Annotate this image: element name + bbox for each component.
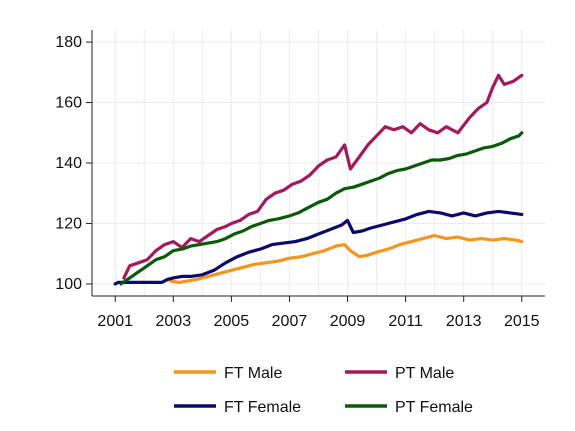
series-line-ft-male (168, 233, 524, 284)
series-lines (113, 73, 524, 286)
series-line-pt-male (122, 73, 524, 280)
gridlines (92, 30, 545, 296)
x-axis-ticks: 2001 2003 2005 2007 2009 2011 2013 2015 (97, 296, 540, 330)
x-tick-label: 2015 (504, 313, 540, 330)
legend-label: PT Female (395, 399, 473, 416)
legend-entry: PT Male (345, 365, 454, 382)
y-tick-label: 180 (55, 34, 82, 51)
legend-label: PT Male (395, 365, 454, 382)
y-axis-ticks: 100 120 140 160 180 (55, 34, 92, 293)
x-tick-label: 2007 (272, 313, 308, 330)
y-tick-label: 120 (55, 215, 82, 232)
legend-label: FT Female (224, 399, 301, 416)
x-tick-label: 2005 (214, 313, 250, 330)
series-line-pt-female (119, 131, 524, 286)
x-tick-label: 2011 (388, 313, 423, 330)
x-tick-label: 2003 (156, 313, 192, 330)
series-line-ft-female (113, 209, 524, 286)
legend-label: FT Male (224, 365, 282, 382)
legend: FT Male PT Male FT Female PT Female (174, 365, 473, 416)
y-tick-label: 160 (55, 95, 82, 112)
legend-entry: PT Female (345, 399, 473, 416)
y-tick-label: 140 (55, 155, 82, 172)
legend-entry: FT Female (174, 399, 301, 416)
legend-entry: FT Male (174, 365, 282, 382)
x-tick-label: 2013 (446, 313, 482, 330)
x-tick-label: 2009 (330, 313, 366, 330)
x-tick-label: 2001 (97, 313, 133, 330)
y-tick-label: 100 (55, 276, 82, 293)
